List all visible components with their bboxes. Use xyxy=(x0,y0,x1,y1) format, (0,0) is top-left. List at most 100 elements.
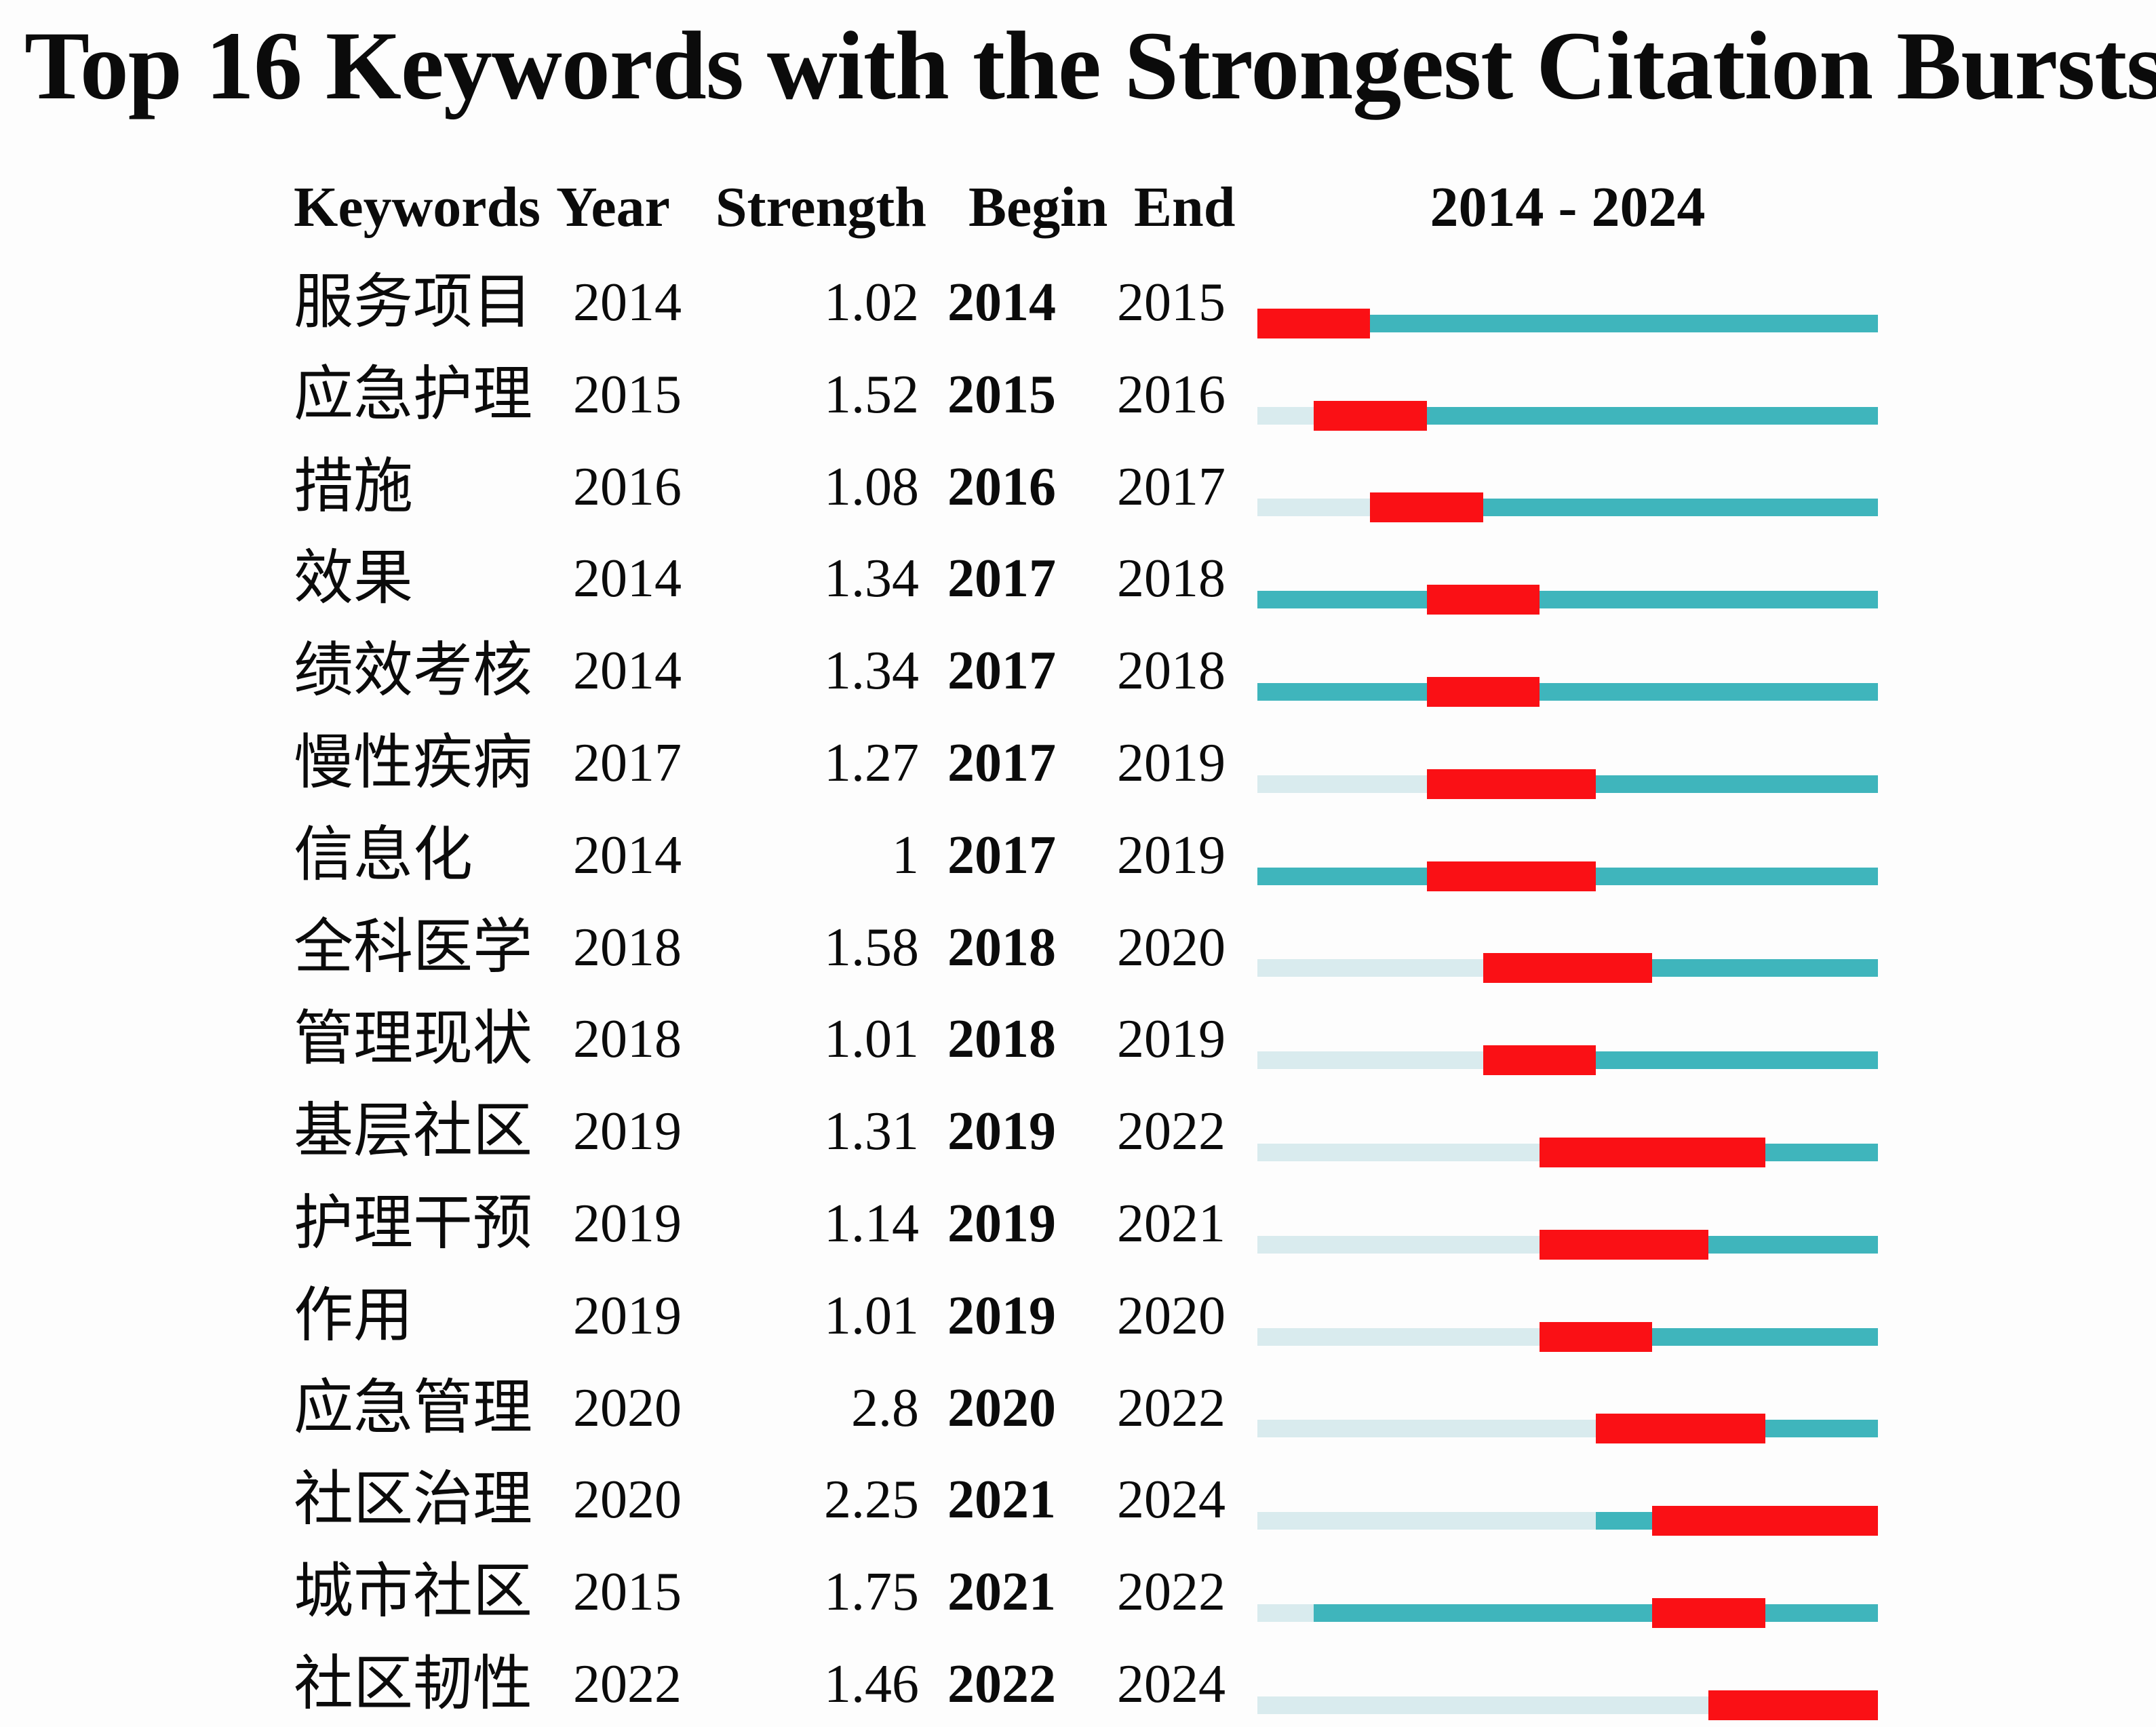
year-cell: 2019 xyxy=(573,1193,682,1254)
active-segment xyxy=(1596,1051,1878,1070)
year-cell: 2018 xyxy=(573,1009,682,1070)
strength-cell: 1.01 xyxy=(824,1009,919,1070)
begin-cell: 2021 xyxy=(947,1470,1056,1530)
active-segment xyxy=(1370,314,1878,332)
year-cell: 2017 xyxy=(573,733,682,793)
strength-cell: 1.02 xyxy=(824,273,919,332)
timeline-bar xyxy=(1257,677,1878,707)
keyword-cell: 效果 xyxy=(294,546,414,613)
keyword-cell: 管理现状 xyxy=(294,1007,533,1073)
end-cell: 2024 xyxy=(1117,1470,1226,1530)
timeline-bar xyxy=(1257,1138,1878,1168)
strength-cell: 1.75 xyxy=(824,1562,919,1623)
begin-cell: 2014 xyxy=(947,273,1056,332)
begin-cell: 2018 xyxy=(947,917,1056,977)
keyword-cell: 社区韧性 xyxy=(294,1651,533,1718)
end-cell: 2019 xyxy=(1117,825,1226,885)
active-segment xyxy=(1765,1604,1878,1623)
burst-segment xyxy=(1314,400,1427,431)
col-header-begin: Begin xyxy=(968,176,1108,239)
inactive-segment xyxy=(1257,1327,1540,1346)
begin-cell: 2015 xyxy=(947,364,1056,425)
inactive-segment xyxy=(1257,1420,1596,1438)
inactive-segment xyxy=(1257,1144,1540,1162)
burst-segment xyxy=(1426,769,1596,799)
year-cell: 2015 xyxy=(573,1562,682,1623)
inactive-segment xyxy=(1257,406,1314,425)
year-cell: 2019 xyxy=(573,1102,682,1162)
timeline-bar xyxy=(1257,1321,1878,1352)
burst-segment xyxy=(1708,1690,1878,1720)
timeline-bar xyxy=(1257,492,1878,523)
keyword-cell: 慢性疾病 xyxy=(294,730,533,796)
burst-row: 护理干预 2019 1.14 2019 2021 xyxy=(0,1191,2156,1291)
burst-row: 措施 2016 1.08 2016 2017 xyxy=(0,454,2156,554)
keyword-cell: 措施 xyxy=(294,454,414,520)
burst-row: 全科医学 2018 1.58 2018 2020 xyxy=(0,915,2156,1015)
active-segment xyxy=(1765,1420,1878,1438)
burst-segment xyxy=(1539,1138,1765,1168)
keyword-cell: 应急护理 xyxy=(294,362,533,428)
active-segment xyxy=(1257,683,1427,701)
strength-cell: 1.01 xyxy=(824,1285,919,1346)
begin-cell: 2020 xyxy=(947,1378,1056,1438)
burst-row: 应急护理 2015 1.52 2015 2016 xyxy=(0,362,2156,462)
active-segment xyxy=(1652,1327,1878,1346)
begin-cell: 2016 xyxy=(947,457,1056,517)
year-cell: 2022 xyxy=(573,1654,682,1714)
end-cell: 2024 xyxy=(1117,1654,1226,1714)
active-segment xyxy=(1257,591,1427,609)
burst-row: 绩效考核 2014 1.34 2017 2018 xyxy=(0,638,2156,738)
keyword-cell: 城市社区 xyxy=(294,1559,533,1626)
end-cell: 2018 xyxy=(1117,641,1226,701)
active-segment xyxy=(1426,406,1878,425)
inactive-segment xyxy=(1257,1512,1596,1530)
keyword-cell: 服务项目 xyxy=(294,270,533,336)
keyword-cell: 作用 xyxy=(294,1283,414,1349)
begin-cell: 2017 xyxy=(947,549,1056,609)
year-cell: 2020 xyxy=(573,1470,682,1530)
timeline-bar xyxy=(1257,1229,1878,1260)
strength-cell: 1.14 xyxy=(824,1193,919,1254)
burst-segment xyxy=(1483,953,1653,984)
inactive-segment xyxy=(1257,959,1483,977)
keyword-cell: 基层社区 xyxy=(294,1099,533,1165)
strength-cell: 1.34 xyxy=(824,641,919,701)
active-segment xyxy=(1314,1604,1653,1623)
year-cell: 2018 xyxy=(573,917,682,977)
burst-row: 效果 2014 1.34 2017 2018 xyxy=(0,546,2156,646)
strength-cell: 1.27 xyxy=(824,733,919,793)
strength-cell: 1 xyxy=(892,825,919,885)
burst-row: 作用 2019 1.01 2019 2020 xyxy=(0,1283,2156,1383)
inactive-segment xyxy=(1257,1696,1709,1714)
strength-cell: 1.31 xyxy=(824,1102,919,1162)
burst-segment xyxy=(1257,308,1371,338)
burst-segment xyxy=(1426,861,1596,891)
burst-row: 基层社区 2019 1.31 2019 2022 xyxy=(0,1099,2156,1199)
timeline-bar xyxy=(1257,308,1878,338)
strength-cell: 2.25 xyxy=(824,1470,919,1530)
strength-cell: 1.58 xyxy=(824,917,919,977)
timeline-bar xyxy=(1257,1506,1878,1536)
end-cell: 2018 xyxy=(1117,549,1226,609)
timeline-bar xyxy=(1257,953,1878,984)
col-header-year: Year xyxy=(556,176,670,239)
burst-segment xyxy=(1483,1045,1596,1076)
year-cell: 2016 xyxy=(573,457,682,517)
begin-cell: 2017 xyxy=(947,641,1056,701)
burst-row: 信息化 2014 1 2017 2019 xyxy=(0,823,2156,923)
keyword-cell: 信息化 xyxy=(294,822,473,889)
year-cell: 2019 xyxy=(573,1285,682,1346)
timeline-bar xyxy=(1257,1045,1878,1076)
end-cell: 2015 xyxy=(1117,273,1226,332)
active-segment xyxy=(1257,867,1427,885)
end-cell: 2022 xyxy=(1117,1102,1226,1162)
end-cell: 2021 xyxy=(1117,1193,1226,1254)
active-segment xyxy=(1539,591,1878,609)
burst-segment xyxy=(1426,677,1540,707)
end-cell: 2016 xyxy=(1117,364,1226,425)
year-cell: 2014 xyxy=(573,273,682,332)
col-header-timeline-range: 2014 - 2024 xyxy=(1430,176,1706,239)
keyword-cell: 社区治理 xyxy=(294,1467,533,1534)
